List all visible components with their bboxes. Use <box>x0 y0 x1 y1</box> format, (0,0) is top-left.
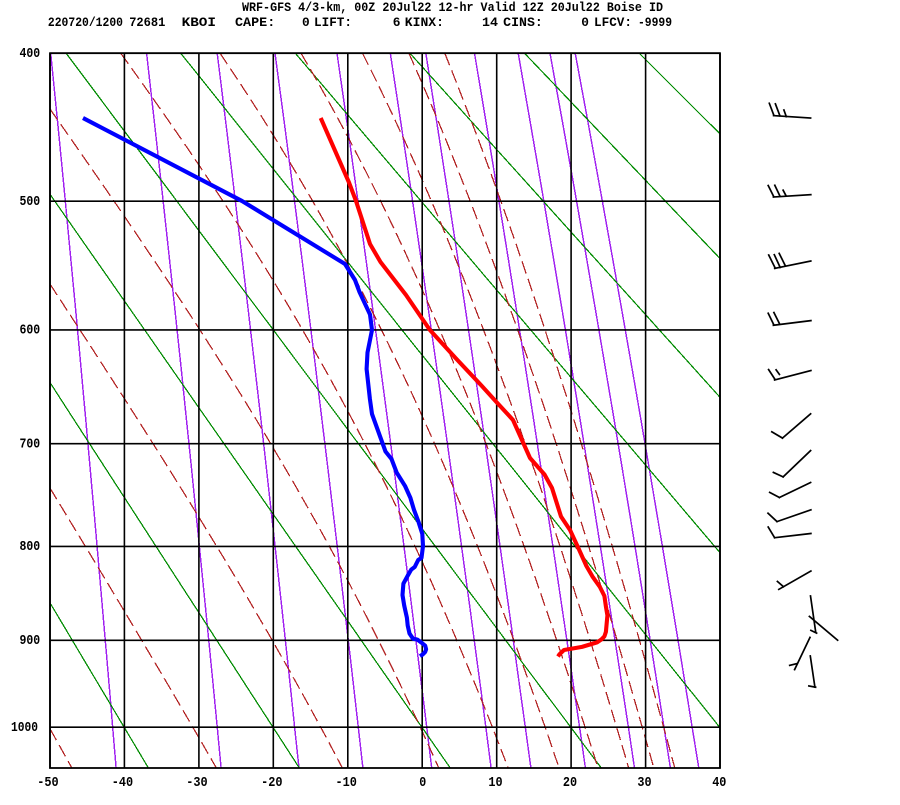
svg-text:KINX:: KINX: <box>405 15 444 30</box>
svg-text:CAPE:: CAPE: <box>235 15 275 30</box>
svg-text:6: 6 <box>393 15 401 30</box>
svg-text:400: 400 <box>20 47 41 62</box>
svg-text:220720/1200: 220720/1200 <box>48 15 123 30</box>
svg-text:KBOI: KBOI <box>182 15 216 30</box>
svg-text:900: 900 <box>20 634 41 649</box>
svg-text:72681: 72681 <box>129 15 165 30</box>
svg-text:-40: -40 <box>112 776 133 791</box>
svg-text:700: 700 <box>20 437 41 452</box>
svg-text:CINS:: CINS: <box>503 15 543 30</box>
svg-text:600: 600 <box>20 324 41 339</box>
svg-text:20: 20 <box>563 776 577 791</box>
svg-text:WRF-GFS 4/3-km, 00Z 20Jul22 12: WRF-GFS 4/3-km, 00Z 20Jul22 12-hr Valid … <box>242 0 663 15</box>
svg-text:-20: -20 <box>261 776 282 791</box>
svg-text:10: 10 <box>488 776 502 791</box>
svg-text:0: 0 <box>419 776 426 791</box>
svg-text:500: 500 <box>20 195 41 210</box>
svg-text:0: 0 <box>581 15 589 30</box>
svg-text:-30: -30 <box>186 776 207 791</box>
svg-text:1000: 1000 <box>11 721 38 736</box>
svg-text:800: 800 <box>20 540 41 555</box>
svg-text:14: 14 <box>482 15 498 30</box>
svg-text:0: 0 <box>302 15 310 30</box>
svg-text:-10: -10 <box>336 776 357 791</box>
svg-text:-9999: -9999 <box>638 15 672 30</box>
svg-text:-50: -50 <box>37 776 58 791</box>
svg-text:LIFT:: LIFT: <box>314 15 352 30</box>
svg-text:40: 40 <box>712 776 726 791</box>
svg-text:LFCV:: LFCV: <box>594 15 632 30</box>
svg-text:30: 30 <box>637 776 651 791</box>
